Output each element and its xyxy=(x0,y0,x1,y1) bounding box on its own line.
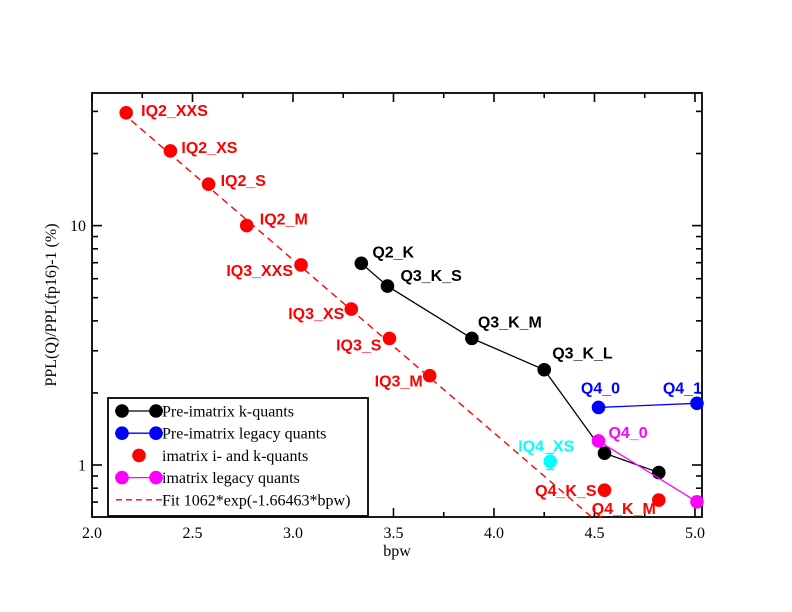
legend-marker-icon xyxy=(149,470,163,485)
point-label-IQ2_S: IQ2_S xyxy=(221,173,267,190)
point-label-IQ3_S: IQ3_S xyxy=(336,337,382,354)
legend-label: Fit 1062*exp(-1.66463*bpw) xyxy=(162,492,350,509)
legend-entry-1: Pre-imatrix legacy quants xyxy=(115,426,326,443)
x-tick-label: 3.0 xyxy=(283,525,303,542)
data-point-IQ3_S xyxy=(382,331,397,346)
data-point-IQ2_S xyxy=(201,177,216,191)
point-label-Q4_0: Q4_0 xyxy=(608,425,647,442)
data-point-IQ3_M xyxy=(422,368,437,383)
point-label-Q4_0: Q4_0 xyxy=(581,380,620,397)
fit-line xyxy=(121,112,593,518)
x-tick-label: 4.0 xyxy=(484,525,504,542)
legend-marker-icon xyxy=(132,448,146,463)
data-point-Q4_0 xyxy=(591,434,606,448)
legend-entry-4: Fit 1062*exp(-1.66463*bpw) xyxy=(116,492,350,509)
series-imatrix-legacy-quants: Q4_0 xyxy=(591,425,704,509)
series-imatrix-iq4-xs: IQ4_XS xyxy=(518,438,575,471)
data-point-IQ4_XS xyxy=(543,454,558,469)
legend: Pre-imatrix k-quants Pre-imatrix legacy q… xyxy=(107,397,369,517)
point-label-IQ2_XXS: IQ2_XXS xyxy=(141,103,208,120)
tick-labels: 2.0 2.5 3.0 3.5 4.0 4.5 5.0 1 10 xyxy=(70,218,705,542)
legend-marker-icon xyxy=(115,404,129,418)
point-label-IQ2_M: IQ2_M xyxy=(260,212,308,229)
plot-frame xyxy=(91,92,703,518)
legend-entry-0: Pre-imatrix k-quants xyxy=(115,404,294,421)
y-tick-label: 1 xyxy=(78,458,86,475)
series-line xyxy=(598,440,698,503)
legend-box xyxy=(107,397,369,517)
data-point-Q3_K_S xyxy=(380,279,395,293)
series-imatrix-i-and-k-quants: IQ2_XXS IQ2_XS IQ2_S IQ2_M IQ3_XXS IQ3_XS IQ3_… xyxy=(119,103,666,518)
legend-marker-icon xyxy=(149,426,163,441)
point-label-Q3_K_L: Q3_K_L xyxy=(552,346,613,363)
point-label-Q3_K_S: Q3_K_S xyxy=(400,268,462,285)
x-tick-label: 4.5 xyxy=(584,525,604,542)
legend-entry-2: imatrix i- and k-quants xyxy=(132,448,308,465)
data-point-IQ3_XXS xyxy=(294,258,308,272)
legend-label: imatrix i- and k-quants xyxy=(162,448,308,465)
data-point-IQ2_XXS xyxy=(119,105,133,120)
point-label-Q4_K_M: Q4_K_M xyxy=(592,501,656,518)
data-point-IQ3_XS xyxy=(344,302,359,316)
point-label-Q4_K_S: Q4_K_S xyxy=(535,483,597,500)
x-tick-label: 2.0 xyxy=(82,525,102,542)
data-point-Q4_K_M xyxy=(651,493,666,507)
data-point-IQ2_M xyxy=(239,218,254,233)
legend-marker-icon xyxy=(115,470,129,485)
data-point-Q3_K_L xyxy=(537,362,552,377)
legend-label: imatrix legacy quants xyxy=(162,470,300,487)
point-label-Q2_K: Q2_K xyxy=(372,244,414,261)
point-label-Q3_K_M: Q3_K_M xyxy=(478,314,542,331)
data-point-Q2_K xyxy=(354,256,369,271)
y-tick-label: 10 xyxy=(70,218,86,235)
series-line xyxy=(598,402,698,409)
point-label-IQ3_M: IQ3_M xyxy=(375,374,423,391)
data-point-Q3_K_M xyxy=(465,331,479,346)
point-label-IQ3_XXS: IQ3_XXS xyxy=(226,263,293,280)
legend-entry-3: imatrix legacy quants xyxy=(115,470,300,487)
data-point-Q4_1 xyxy=(690,396,704,411)
data-point xyxy=(690,494,704,509)
series-pre-imatrix-k-quants: Q2_K Q3_K_S Q3_K_M Q3_K_L xyxy=(354,244,666,480)
legend-label: Pre-imatrix legacy quants xyxy=(162,426,326,443)
point-label-IQ3_XS: IQ3_XS xyxy=(288,306,344,323)
data-point-Q4_K_S xyxy=(597,483,612,497)
data-point xyxy=(597,446,612,461)
y-axis-label: PPL(Q)/PPL(fp16)-1 (%) xyxy=(43,223,60,386)
x-tick-label: 3.5 xyxy=(383,525,403,542)
series-pre-imatrix-legacy-quants: Q4_0 Q4_1 xyxy=(581,380,704,415)
legend-marker-icon xyxy=(115,426,129,441)
data-point-IQ2_XS xyxy=(163,144,178,158)
point-label-Q4_1: Q4_1 xyxy=(663,380,702,397)
point-label-IQ4_XS: IQ4_XS xyxy=(518,438,574,455)
data-point xyxy=(651,465,666,480)
x-tick-label: 5.0 xyxy=(685,525,705,542)
x-axis-label: bpw xyxy=(383,543,411,560)
axis-ticks xyxy=(91,93,702,517)
x-tick-label: 2.5 xyxy=(182,525,202,542)
data-point-Q4_0 xyxy=(591,400,606,415)
point-label-IQ2_XS: IQ2_XS xyxy=(181,140,237,157)
legend-marker-icon xyxy=(149,404,163,418)
legend-label: Pre-imatrix k-quants xyxy=(162,404,294,421)
